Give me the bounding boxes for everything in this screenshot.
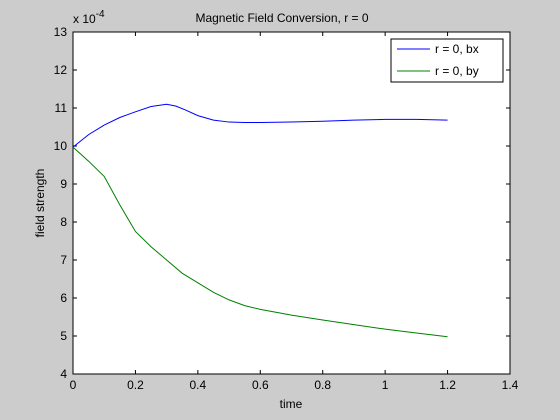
legend: r = 0, bx r = 0, by xyxy=(390,38,504,83)
x-tick-label: 0.8 xyxy=(314,378,331,392)
x-axis-label: time xyxy=(280,397,303,411)
x-tick-label: 0.4 xyxy=(190,378,207,392)
y-axis-exponent-power: -4 xyxy=(96,9,105,20)
y-axis-label: field strength xyxy=(33,169,47,238)
y-tick-label: 13 xyxy=(54,25,68,39)
x-tick-label: 0.2 xyxy=(127,378,144,392)
chart-title: Magnetic Field Conversion, r = 0 xyxy=(195,11,368,25)
series-lines xyxy=(72,103,448,338)
x-tick-label: 1 xyxy=(382,378,389,392)
x-axis: 0 0.2 0.4 0.6 0.8 1 1.2 1.4 xyxy=(70,32,519,392)
y-axis-exponent-base: x 10 xyxy=(73,12,96,26)
y-tick-label: 6 xyxy=(60,291,67,305)
y-tick-label: 9 xyxy=(60,177,67,191)
legend-label-bx: r = 0, bx xyxy=(435,42,479,56)
legend-box xyxy=(390,38,504,83)
y-tick-label: 12 xyxy=(54,63,68,77)
y-tick-label: 7 xyxy=(60,253,67,267)
x-tick-label: 1.2 xyxy=(439,378,456,392)
plot-area xyxy=(72,31,511,375)
y-tick-label: 4 xyxy=(60,367,67,381)
y-tick-label: 11 xyxy=(55,101,68,115)
x-tick-label: 1.4 xyxy=(502,378,519,392)
legend-label-by: r = 0, by xyxy=(435,64,479,78)
x-tick-label: 0.6 xyxy=(252,378,269,392)
y-tick-label: 5 xyxy=(60,329,67,343)
y-tick-label: 10 xyxy=(54,139,68,153)
series-line-bx xyxy=(72,103,448,148)
y-axis-exponent: x 10-4 xyxy=(73,9,105,26)
x-tick-label: 0 xyxy=(70,378,77,392)
series-line-by xyxy=(72,146,448,338)
y-axis: 4 5 6 7 8 9 10 11 12 13 xyxy=(54,25,510,381)
y-tick-label: 8 xyxy=(60,215,67,229)
